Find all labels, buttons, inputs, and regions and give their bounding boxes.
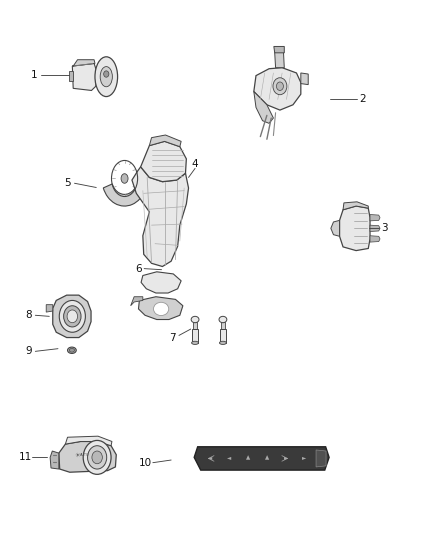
FancyBboxPatch shape [239, 449, 255, 468]
Text: 5: 5 [65, 178, 71, 188]
Wedge shape [103, 169, 147, 206]
Polygon shape [331, 220, 339, 236]
Ellipse shape [121, 174, 128, 183]
FancyBboxPatch shape [277, 449, 293, 468]
Circle shape [64, 306, 81, 327]
Polygon shape [59, 441, 116, 472]
Text: 9: 9 [25, 346, 32, 357]
Text: ▲: ▲ [246, 455, 250, 460]
Ellipse shape [100, 67, 113, 87]
Polygon shape [254, 92, 273, 123]
Circle shape [83, 440, 111, 474]
FancyBboxPatch shape [220, 449, 237, 468]
Circle shape [88, 446, 107, 469]
Text: 10: 10 [138, 458, 152, 467]
Text: 1: 1 [31, 70, 37, 79]
Polygon shape [301, 73, 308, 85]
Circle shape [276, 82, 283, 91]
Polygon shape [370, 225, 380, 231]
Circle shape [104, 71, 109, 77]
Polygon shape [194, 447, 329, 470]
Circle shape [67, 310, 78, 322]
Circle shape [59, 301, 85, 332]
Polygon shape [193, 321, 197, 328]
Ellipse shape [153, 302, 169, 316]
Polygon shape [138, 297, 183, 319]
Text: 4: 4 [192, 159, 198, 169]
Polygon shape [65, 436, 112, 446]
Text: 2: 2 [359, 94, 366, 104]
Polygon shape [370, 215, 380, 221]
Ellipse shape [219, 317, 227, 322]
Text: ☀: ☀ [74, 453, 80, 458]
Text: ►: ► [302, 455, 307, 460]
Polygon shape [275, 49, 284, 68]
Polygon shape [132, 167, 188, 266]
Polygon shape [141, 141, 186, 182]
Circle shape [273, 78, 287, 95]
Polygon shape [370, 236, 380, 242]
Polygon shape [141, 272, 181, 293]
Polygon shape [221, 321, 225, 328]
Text: 8: 8 [25, 310, 32, 320]
Polygon shape [50, 451, 59, 469]
FancyBboxPatch shape [201, 449, 218, 468]
Polygon shape [316, 450, 326, 467]
FancyBboxPatch shape [258, 449, 274, 468]
Circle shape [92, 451, 102, 464]
Text: ◄: ◄ [227, 455, 231, 460]
Ellipse shape [191, 341, 198, 344]
Text: 11: 11 [19, 453, 32, 463]
FancyBboxPatch shape [296, 449, 312, 468]
Polygon shape [72, 63, 96, 91]
Ellipse shape [191, 317, 199, 322]
Polygon shape [220, 328, 226, 343]
Polygon shape [254, 68, 301, 110]
Polygon shape [53, 295, 91, 337]
Text: 7: 7 [169, 333, 176, 343]
Ellipse shape [95, 57, 117, 96]
Polygon shape [46, 305, 53, 312]
Text: ◄: ◄ [208, 455, 212, 460]
Polygon shape [192, 328, 198, 343]
Text: 6: 6 [135, 264, 142, 273]
Ellipse shape [219, 341, 226, 344]
Polygon shape [131, 297, 143, 306]
Polygon shape [149, 135, 181, 147]
Polygon shape [339, 206, 370, 251]
Text: AUTO: AUTO [80, 453, 90, 457]
Text: ▲: ▲ [265, 455, 269, 460]
Polygon shape [72, 60, 95, 66]
Polygon shape [343, 202, 368, 210]
Polygon shape [69, 71, 73, 81]
Ellipse shape [67, 347, 76, 353]
Ellipse shape [69, 349, 74, 352]
Text: 3: 3 [381, 223, 388, 233]
Polygon shape [274, 46, 284, 53]
Text: ►: ► [284, 455, 288, 460]
